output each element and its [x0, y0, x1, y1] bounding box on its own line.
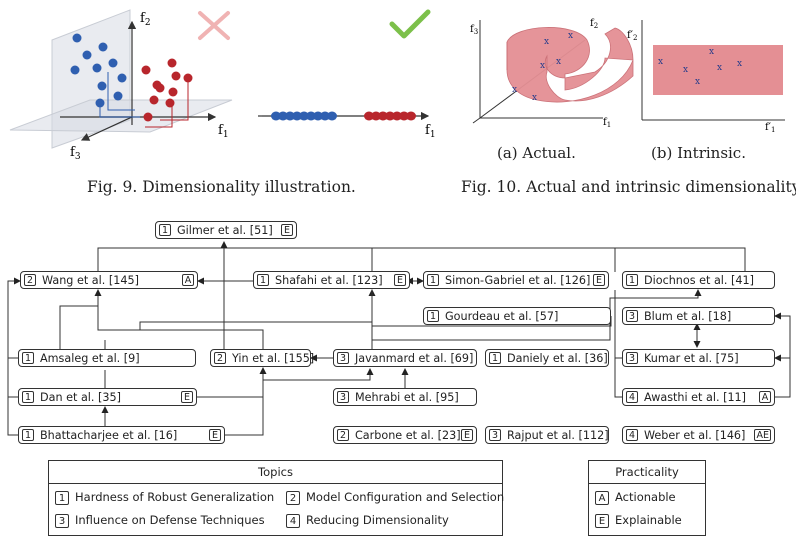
svg-text:x: x [709, 47, 714, 57]
blue-1d-points [271, 111, 337, 121]
red-1d-points [364, 111, 416, 121]
paper-carbone: 2 Carbone et al. [23] E [333, 426, 477, 444]
paper-dan: 1 Dan et al. [35] E [18, 388, 197, 406]
svg-text:x: x [540, 61, 545, 71]
svg-text:x: x [544, 37, 549, 47]
manifold-markers: x x x x x x [512, 31, 573, 103]
paper-rajput: 3 Rajput et al. [112] [485, 426, 609, 444]
practicality-legend-title: Practicality [589, 461, 705, 484]
svg-text:x: x [737, 59, 742, 69]
topic-4: 4 Reducing Dimensionality [286, 512, 449, 528]
axis-b-x-label: f′1 [765, 122, 775, 134]
axis-f3-label: f3 [70, 145, 81, 162]
fig10-illustration: f3 f2 f1 x x x x x x f′2 f′1 x x x x x x [470, 18, 785, 134]
paper-daniely: 1 Daniely et al. [36] [485, 349, 609, 367]
topic-1: 1 Hardness of Robust Generalization [55, 489, 274, 505]
intrinsic-markers: x x x x x x [658, 47, 742, 87]
paper-javanmard: 3 Javanmard et al. [69] [333, 349, 477, 367]
paper-amsaleg: 1 Amsaleg et al. [9] [18, 349, 196, 367]
axis-b-y-label: f′2 [627, 30, 637, 42]
practicality-a: A Actionable [595, 489, 676, 505]
paper-shafahi: 1 Shafahi et al. [123] E [253, 271, 410, 289]
axis-a-f1-label: f1 [603, 117, 611, 129]
paper-gourdeau: 1 Gourdeau et al. [57] [423, 307, 611, 325]
paper-blum: 3 Blum et al. [18] [622, 307, 775, 325]
fig9-caption: Fig. 9. Dimensionality illustration. [87, 178, 356, 196]
paper-yin: 2 Yin et al. [155] [210, 349, 314, 367]
paper-diochnos: 1 Diochnos et al. [41] [622, 271, 775, 289]
topic-3: 3 Influence on Defense Techniques [55, 512, 265, 528]
fig9-illustration: f2 f1 f3 f1 [9, 9, 436, 162]
paper-gilmer: 1 Gilmer et al. [51] E [155, 221, 297, 239]
svg-text:x: x [556, 57, 561, 67]
paper-bhattacharjee: 1 Bhattacharjee et al. [16] E [18, 426, 225, 444]
topic-2: 2 Model Configuration and Selection [286, 489, 504, 505]
red-cluster [141, 58, 193, 122]
practicality-legend: Practicality A Actionable E Explainable [588, 460, 706, 536]
axis-1d-f1-label: f1 [425, 123, 436, 140]
paper-kumar: 3 Kumar et al. [75] [622, 349, 775, 367]
fig10-caption: Fig. 10. Actual and intrinsic dimensiona… [461, 178, 796, 196]
paper-wang: 2 Wang et al. [145] A [20, 271, 198, 289]
blue-cluster [70, 33, 127, 108]
svg-text:x: x [683, 65, 688, 75]
paper-awasthi: 4 Awasthi et al. [11] A [622, 388, 775, 406]
svg-text:x: x [512, 85, 517, 95]
manifold-surface [506, 27, 634, 103]
topics-legend: Topics 1 Hardness of Robust Generalizatio… [48, 460, 504, 536]
paper-mehrabi: 3 Mehrabi et al. [95] [333, 388, 477, 406]
axis-f2-label: f2 [140, 11, 151, 28]
practicality-e: E Explainable [595, 512, 682, 528]
svg-text:x: x [658, 57, 663, 67]
cross-icon [198, 11, 230, 40]
topics-legend-title: Topics [49, 461, 502, 484]
fig10-sub-a: (a) Actual. [497, 144, 576, 162]
fig10-sub-b: (b) Intrinsic. [651, 144, 746, 162]
axis-f1-label: f1 [218, 123, 229, 140]
horizontal-plane [9, 99, 233, 133]
svg-text:x: x [695, 77, 700, 87]
svg-text:x: x [568, 31, 573, 41]
check-icon [389, 9, 431, 39]
axis-a-f3-label: f3 [470, 24, 478, 36]
svg-text:x: x [717, 63, 722, 73]
paper-weber: 4 Weber et al. [146] AE [622, 426, 775, 444]
paper-simon-gabriel: 1 Simon-Gabriel et al. [126] E [423, 271, 609, 289]
axis-a-f2-label: f2 [590, 18, 598, 30]
svg-text:x: x [532, 93, 537, 103]
intrinsic-plane [653, 45, 783, 95]
